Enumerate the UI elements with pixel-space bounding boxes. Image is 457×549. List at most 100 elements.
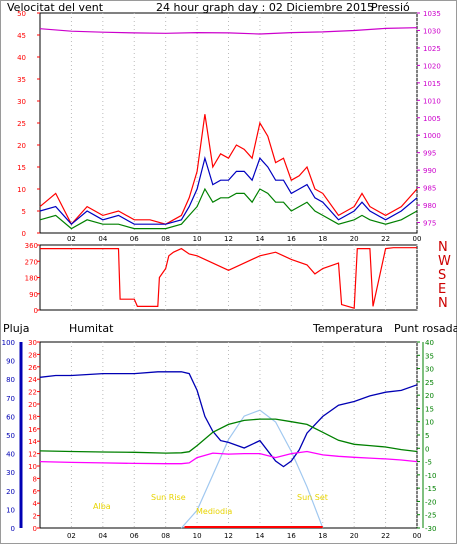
rain-y-tick: 30 [28, 339, 37, 347]
wind-y-tick: 20 [17, 142, 26, 150]
twilight-label: Alba [93, 502, 111, 511]
solar-radiation-curve [180, 409, 324, 529]
humidity-y-tick: 10 [6, 506, 15, 514]
humidity-y-tick: 50 [6, 432, 15, 440]
panel1-x-tick: 06 [130, 235, 139, 243]
temperature-y-tick: 0 [425, 445, 429, 453]
humidity-title: Humitat [69, 322, 114, 335]
wind-speed-line [39, 114, 418, 226]
humidity-y-tick: 90 [6, 358, 15, 366]
rain-y-tick: 2 [33, 513, 37, 521]
pressure-y-tick: 1020 [423, 62, 441, 70]
pressure-y-tick: 995 [423, 150, 436, 158]
noon-label: Mediodia [196, 507, 232, 516]
temperature-y-tick: 20 [425, 392, 434, 400]
panel1-x-tick: 22 [381, 235, 390, 243]
direction-y-tick: 0 [34, 307, 38, 315]
direction-y-tick: 270 [25, 258, 38, 266]
sunset-label: Sun Set [297, 493, 328, 502]
chart-title: 24 hour graph day : 02 Diciembre 2015 [156, 1, 374, 14]
pressure-y-tick: 990 [423, 167, 436, 175]
panel1-x-tick: 20 [350, 235, 359, 243]
humidity-y-tick: 40 [6, 451, 15, 459]
panel3-x-tick: 12 [224, 532, 233, 540]
panel1-x-tick: 02 [67, 235, 76, 243]
panel1-x-tick: 12 [224, 235, 233, 243]
panel3-x-tick: 16 [287, 532, 296, 540]
panel3-x-tick: 14 [255, 532, 264, 540]
panel3-x-tick: 04 [98, 532, 107, 540]
pressure-y-tick: 1005 [423, 115, 441, 123]
wind-y-tick: 0 [22, 230, 26, 238]
pressure-line [39, 27, 418, 35]
panel1-x-tick: 16 [287, 235, 296, 243]
dewpoint-line [39, 450, 418, 465]
temperature-y-tick: 25 [425, 379, 434, 387]
direction-y-tick: 90 [29, 291, 38, 299]
rain-y-tick: 24 [28, 376, 37, 384]
humidity-y-tick: 70 [6, 395, 15, 403]
temperature-line [39, 418, 418, 454]
rain-y-tick: 16 [28, 426, 37, 434]
panel1-x-tick: 08 [161, 235, 170, 243]
wind-y-tick: 25 [17, 120, 26, 128]
compass-letter: N [438, 240, 448, 255]
humidity-y-tick: 80 [6, 376, 15, 384]
wind-y-tick: 50 [17, 10, 26, 18]
wind-y-tick: 10 [17, 186, 26, 194]
rain-y-tick: 20 [28, 401, 37, 409]
temperature-y-tick: -5 [425, 459, 432, 467]
temperature-y-tick: -25 [425, 512, 436, 520]
temperature-y-tick: 10 [425, 419, 434, 427]
wind-y-tick: 30 [17, 98, 26, 106]
wind-y-tick: 15 [17, 164, 26, 172]
panel1-x-tick: 10 [193, 235, 202, 243]
rain-y-tick: 28 [28, 351, 37, 359]
dewpoint-title: Punt rosada [394, 322, 457, 335]
temperature-y-tick: 5 [425, 432, 429, 440]
rain-y-tick: 0 [33, 525, 37, 533]
temperature-y-tick: -10 [425, 472, 436, 480]
compass-letter: E [438, 282, 446, 297]
rain-y-tick: 8 [33, 475, 37, 483]
wind-y-tick: 45 [17, 32, 26, 40]
temperature-y-tick: -15 [425, 485, 436, 493]
panel1-x-tick: 18 [318, 235, 327, 243]
temperature-y-tick: 30 [425, 366, 434, 374]
humidity-y-tick: 60 [6, 413, 15, 421]
sunrise-label: Sun Rise [151, 493, 186, 502]
wind-direction-line [40, 247, 417, 309]
panel3-x-tick: 18 [318, 532, 327, 540]
humidity-y-tick: 30 [6, 469, 15, 477]
compass-letter: W [438, 254, 451, 269]
wind-y-tick: 5 [22, 208, 26, 216]
wind-min-line [39, 187, 418, 230]
temperature-y-tick: -30 [425, 525, 436, 533]
rain-y-tick: 4 [33, 500, 38, 508]
temperature-title: Temperatura [312, 322, 383, 335]
rain-y-tick: 26 [28, 364, 37, 372]
pressure-y-tick: 1000 [423, 132, 441, 140]
pressure-y-tick: 1015 [423, 80, 441, 88]
humidity-y-tick: 100 [2, 339, 15, 347]
panel3-x-tick: 06 [130, 532, 139, 540]
pressure-y-tick: 1030 [423, 27, 441, 35]
rain-y-tick: 6 [33, 488, 38, 496]
panel1-x-tick: 14 [255, 235, 264, 243]
humidity-y-tick: 20 [6, 488, 15, 496]
rain-y-tick: 12 [28, 451, 37, 459]
direction-y-tick: 360 [25, 242, 38, 250]
temperature-y-tick: 35 [425, 352, 434, 360]
wind-speed-title: Velocitat del vent [7, 1, 104, 14]
humidity-line [39, 371, 418, 468]
panel3-x-tick: 20 [350, 532, 359, 540]
pressure-y-tick: 980 [423, 202, 436, 210]
pressure-y-tick: 1025 [423, 45, 441, 53]
panel3-x-tick: 08 [161, 532, 170, 540]
pressure-title: Pressió [371, 1, 410, 14]
panel1-x-tick: 00 [413, 235, 422, 243]
compass-letter: N [438, 296, 448, 311]
wind-y-tick: 40 [17, 54, 26, 62]
humidity-y-tick: 0 [11, 525, 15, 533]
